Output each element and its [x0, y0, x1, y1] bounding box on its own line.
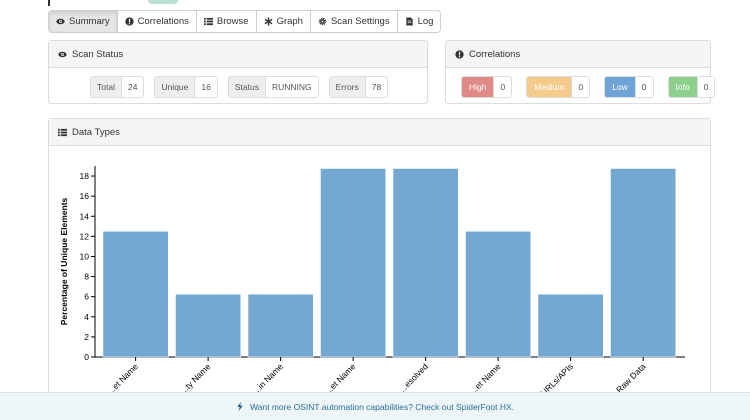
correlation-count: 0	[493, 77, 512, 97]
bar	[610, 168, 676, 358]
x-tick-label: ...et Name	[323, 361, 358, 396]
y-tick-label: 6	[84, 292, 89, 302]
correlation-medium[interactable]: Medium 0	[526, 76, 591, 98]
stat-errors: Errors 78	[328, 76, 389, 98]
data-types-chart: 0 2 4 6 8 10 12 14 16 18 Percentage of Unique Elem…	[59, 166, 685, 403]
scan-status-title: Scan Status	[72, 48, 124, 60]
tab-summary[interactable]: Summary	[49, 11, 118, 32]
eye-icon	[56, 18, 65, 25]
stat-label: Unique	[155, 77, 196, 97]
stat-value: RUNNING	[265, 77, 318, 97]
exclamation-circle-icon	[455, 49, 464, 59]
correlations-header: Correlations	[446, 41, 710, 68]
y-tick-label: 14	[80, 211, 90, 221]
tab-bar: Summary Correlations Browse Graph Scan S…	[48, 10, 442, 33]
gear-icon	[318, 17, 327, 26]
bar	[102, 231, 169, 358]
y-tick-label: 8	[84, 272, 89, 282]
x-tick-label: ...et Name	[105, 361, 140, 396]
tab-label: Correlations	[137, 16, 189, 27]
correlation-info[interactable]: Info 0	[667, 76, 716, 98]
tab-label: Log	[417, 16, 434, 27]
y-tick-label: 12	[80, 231, 90, 241]
stat-unique: Unique 16	[154, 76, 218, 98]
bar	[247, 293, 314, 358]
stat-label: Status	[228, 77, 266, 97]
scan-status-stats: Total 24 Unique 16 Status RUNNING Errors…	[90, 76, 389, 98]
stat-value: 16	[195, 77, 217, 97]
tab-label: Browse	[216, 16, 249, 27]
x-tick-label: ...et Name	[468, 361, 503, 396]
bar	[175, 293, 241, 358]
tab-scan-settings[interactable]: Scan Settings	[311, 11, 398, 32]
promo-text: Want more OSINT automation capabilities?…	[249, 401, 515, 412]
bar	[392, 168, 459, 358]
correlations-title: Correlations	[469, 48, 521, 60]
correlation-label: Low	[605, 77, 635, 97]
y-tick-label: 2	[84, 332, 89, 342]
scan-status-header: Scan Status	[49, 41, 427, 68]
top-edge-marker	[48, 0, 50, 6]
bar	[465, 231, 531, 358]
tab-label: Graph	[276, 16, 303, 27]
bolt-icon	[237, 402, 243, 411]
eye-icon	[58, 51, 67, 57]
promo-footer[interactable]: Want more OSINT automation capabilities?…	[0, 392, 750, 420]
tab-graph[interactable]: Graph	[257, 11, 311, 32]
document-icon	[405, 17, 413, 26]
scan-status-panel: Scan Status Total 24 Unique 16 Status RU…	[48, 40, 428, 104]
correlation-count: 0	[696, 77, 715, 97]
x-tick-label: ...esolved	[397, 361, 430, 394]
y-tick-label: 0	[84, 352, 89, 362]
correlation-label: High	[462, 77, 494, 97]
stat-value: 78	[365, 77, 388, 97]
correlation-low[interactable]: Low 0	[604, 76, 654, 98]
correlation-high[interactable]: High 0	[461, 76, 513, 98]
y-tick-label: 10	[80, 251, 90, 261]
stat-status: Status RUNNING	[227, 76, 319, 98]
tab-browse[interactable]: Browse	[197, 11, 257, 32]
correlation-label: Info	[668, 77, 697, 97]
y-axis-title: Percentage of Unique Elements	[59, 197, 69, 325]
y-tick-label: 18	[80, 171, 90, 181]
exclamation-circle-icon	[125, 17, 134, 26]
data-types-title: Data Types	[72, 126, 120, 138]
correlation-label: Medium	[527, 77, 572, 97]
y-tick-label: 16	[80, 191, 90, 201]
data-types-header: Data Types	[49, 119, 710, 146]
tab-correlations[interactable]: Correlations	[118, 11, 197, 32]
data-types-panel: Data Types 0 2 4 6 8 10 12 14 16 18 Percentage of …	[48, 118, 711, 418]
list-icon	[58, 128, 67, 136]
correlation-count: 0	[634, 77, 653, 97]
asterisk-icon	[264, 17, 273, 26]
stat-total: Total 24	[90, 76, 145, 98]
correlations-panel: Correlations High 0 Medium 0 Low 0 Info …	[445, 40, 716, 104]
correlation-count: 0	[571, 77, 590, 97]
x-tick-label: Raw Data	[614, 361, 648, 395]
x-tick-label: ...in Name	[251, 361, 286, 396]
stat-value: 24	[121, 77, 144, 97]
correlations-counts: High 0 Medium 0 Low 0 Info 0	[461, 76, 716, 98]
top-edge-accent	[148, 0, 178, 4]
tab-label: Scan Settings	[330, 16, 390, 27]
tab-log[interactable]: Log	[398, 11, 441, 32]
stat-label: Total	[91, 77, 122, 97]
list-icon	[203, 17, 213, 26]
tab-label: Summary	[69, 16, 110, 27]
x-tick-label: ...ty Name	[178, 361, 213, 396]
bar	[320, 168, 386, 358]
stat-label: Errors	[329, 77, 366, 97]
bar	[537, 293, 604, 358]
y-tick-label: 4	[84, 312, 89, 322]
